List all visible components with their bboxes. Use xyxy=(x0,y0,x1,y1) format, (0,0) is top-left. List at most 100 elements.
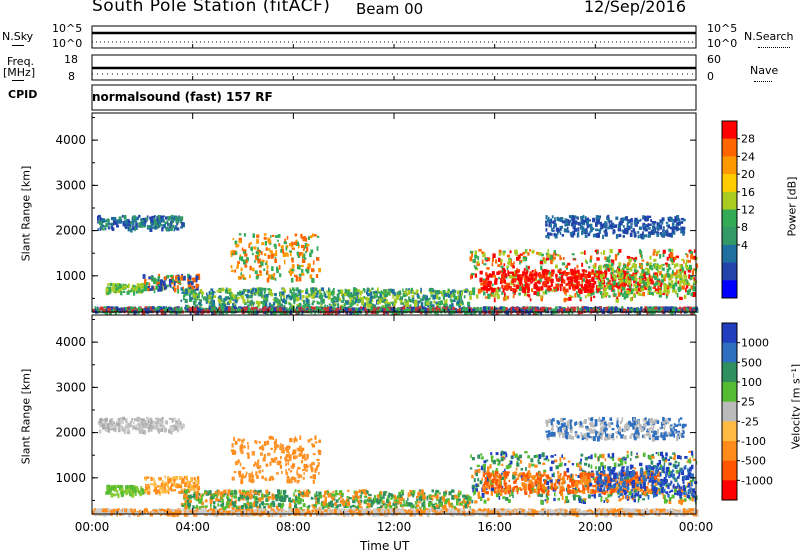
power-echo-cell-9 xyxy=(222,310,225,315)
power-echo-cell-4 xyxy=(223,304,227,308)
power-echo-cell-2 xyxy=(298,277,302,282)
power-echo-cell-9 xyxy=(458,308,461,313)
power-echo-cell-6 xyxy=(490,287,493,290)
power-echo-cell-4 xyxy=(270,292,274,297)
power-echo-cell-8 xyxy=(664,283,668,287)
power-echo-cell-2 xyxy=(291,264,295,269)
power-echo-cell-1 xyxy=(177,288,180,294)
power-echo-cell-7 xyxy=(642,226,646,229)
power-echo-cell-4 xyxy=(451,303,454,308)
velocity-echo-cell-1 xyxy=(189,485,193,489)
power-echo-cell-4 xyxy=(305,298,308,303)
power-echo-cell-6 xyxy=(508,282,510,287)
power-echo-cell-2 xyxy=(270,235,272,238)
power-echo-cell-1 xyxy=(173,285,176,289)
velocity-echo-cell-1 xyxy=(153,480,156,484)
power-echo-cell-8 xyxy=(688,267,693,271)
power-echo-cell-9 xyxy=(94,306,97,309)
velocity-echo-cell-0 xyxy=(109,425,113,429)
power-echo-cell-7 xyxy=(643,224,646,228)
power-echo-cell-5 xyxy=(659,271,662,276)
power-echo-cell-4 xyxy=(263,294,266,297)
power-echo-cell-9 xyxy=(130,306,132,309)
power-echo-cell-9 xyxy=(691,309,694,313)
power-echo-cell-9 xyxy=(292,306,295,311)
power-echo-cell-4 xyxy=(402,288,404,292)
nsearch-label: N.Search xyxy=(744,30,794,43)
power-echo-cell-1 xyxy=(188,276,191,280)
power-echo-cell-7 xyxy=(634,217,638,221)
power-echo-cell-4 xyxy=(424,294,427,300)
power-echo-cell-6 xyxy=(599,270,602,275)
power-echo-cell-9 xyxy=(281,308,284,311)
power-echo-cell-6 xyxy=(591,276,595,281)
power-echo-cell-0 xyxy=(138,222,142,227)
power-echo-cell-2 xyxy=(240,259,243,262)
power-echo-cell-9 xyxy=(373,307,376,311)
power-echo-cell-9 xyxy=(566,310,569,313)
nave-dotted-icon xyxy=(754,81,772,82)
date-label: 12/Sep/2016 xyxy=(584,0,687,16)
power-echo-cell-5 xyxy=(523,284,526,287)
power-echo-cell-5 xyxy=(662,291,666,295)
power-echo-cell-2 xyxy=(288,250,292,253)
power-echo-cell-2 xyxy=(291,247,295,250)
power-echo-cell-9 xyxy=(292,308,294,314)
velocity-echo-cell-2 xyxy=(310,467,314,473)
power-echo-cell-7 xyxy=(582,215,585,219)
power-echo-cell-6 xyxy=(566,276,570,281)
power-echo-cell-5 xyxy=(600,252,603,255)
power-echo-cell-7 xyxy=(604,221,607,225)
velocity-echo-cell-0 xyxy=(149,422,152,427)
power-echo-cell-4 xyxy=(252,301,255,305)
velocity-echo-cell-1 xyxy=(170,482,173,488)
power-echo-cell-7 xyxy=(574,215,577,219)
power-echo-cell-5 xyxy=(512,294,515,299)
power-echo-cell-9 xyxy=(417,309,420,314)
power-echo-cell-8 xyxy=(595,273,598,276)
velocity-echo-cell-2 xyxy=(251,471,254,476)
velocity-echo-cell-1 xyxy=(171,484,174,487)
power-echo-cell-5 xyxy=(528,294,531,298)
power-echo-cell-4 xyxy=(450,290,453,295)
power-echo-cell-8 xyxy=(683,281,686,286)
power-echo-cell-8 xyxy=(620,292,623,296)
power-echo-cell-7 xyxy=(579,225,583,230)
power-echo-cell-6 xyxy=(519,281,521,287)
velocity-echo-cell-0 xyxy=(140,425,143,428)
power-echo-cell-0 xyxy=(99,216,102,221)
velocity-echo-cell-2 xyxy=(285,453,288,458)
power-echo-cell-3 xyxy=(135,290,140,294)
power-echo-cell-9 xyxy=(289,306,292,310)
power-echo-cell-3 xyxy=(139,284,142,290)
power-echo-cell-7 xyxy=(609,220,613,223)
power-echo-cell-4 xyxy=(377,301,380,305)
power-echo-cell-4 xyxy=(399,299,403,303)
power-echo-cell-9 xyxy=(98,309,101,313)
power-echo-cell-4 xyxy=(320,287,325,292)
power-echo-cell-6 xyxy=(494,281,498,285)
velocity-echo-cell-0 xyxy=(143,424,146,428)
power-echo-cell-9 xyxy=(442,306,445,312)
velocity-echo-cell-2 xyxy=(257,466,261,469)
power-echo-cell-1 xyxy=(158,286,161,290)
power-echo-cell-9 xyxy=(390,307,393,311)
power-echo-cell-0 xyxy=(109,223,112,226)
power-ytick-label-0: 4000 xyxy=(55,133,86,147)
velocity-echo-cell-0 xyxy=(113,421,115,425)
power-echo-cell-8 xyxy=(661,267,665,271)
power-echo-cell-8 xyxy=(634,287,638,292)
power-echo-cell-1 xyxy=(159,279,164,284)
power-echo-cell-5 xyxy=(690,253,694,257)
power-echo-cell-4 xyxy=(249,302,252,306)
power-echo-cell-1 xyxy=(155,285,159,290)
power-echo-cell-4 xyxy=(253,292,257,296)
power-echo-cell-8 xyxy=(677,289,681,292)
power-echo-cell-6 xyxy=(591,287,595,293)
power-echo-cell-4 xyxy=(302,304,304,308)
power-echo-cell-6 xyxy=(560,283,563,287)
power-echo-cell-2 xyxy=(243,249,247,252)
power-echo-cell-6 xyxy=(546,276,551,282)
power-echo-cell-8 xyxy=(623,264,625,267)
power-echo-cell-4 xyxy=(440,290,443,294)
